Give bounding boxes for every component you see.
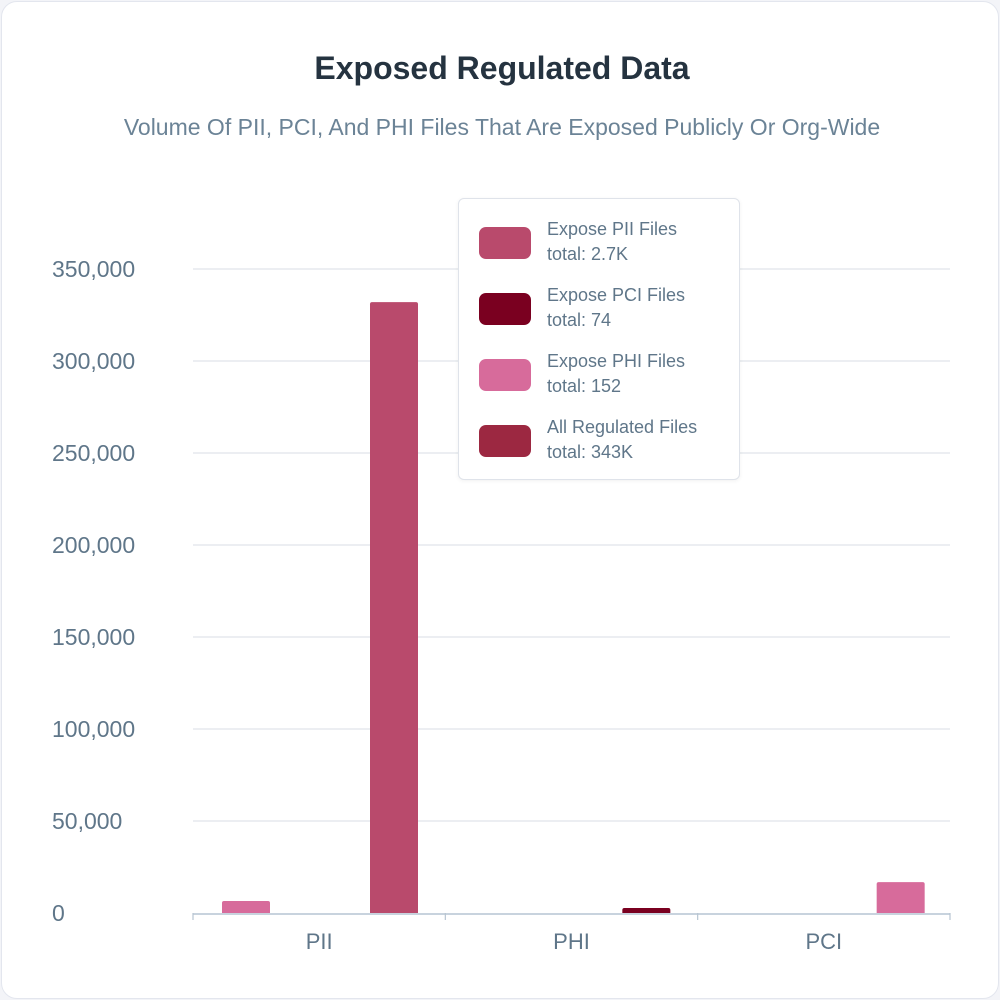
y-tick-label: 100,000: [52, 716, 135, 742]
legend-swatch: [479, 359, 531, 391]
legend: Expose PII Files total: 2.7K Expose PCI …: [458, 198, 740, 480]
x-tick-label: PCI: [805, 929, 842, 954]
legend-total: total: 74: [547, 310, 612, 330]
bar-pii: [222, 901, 270, 913]
bar-phi: [622, 908, 671, 913]
legend-swatch: [479, 425, 531, 457]
y-tick-label: 0: [52, 900, 65, 926]
y-tick-label: 250,000: [52, 440, 135, 466]
x-tick-label: PHI: [553, 929, 590, 954]
y-tick-label: 300,000: [52, 348, 135, 374]
legend-total: total: 152: [547, 376, 622, 396]
y-tick-label: 350,000: [52, 256, 135, 282]
legend-swatch: [479, 227, 531, 259]
legend-label: Expose PII Files: [547, 219, 678, 239]
y-tick-label: 200,000: [52, 532, 135, 558]
legend-label: All Regulated Files: [547, 417, 698, 437]
x-tick-label: PII: [306, 929, 333, 954]
legend-total: total: 343K: [547, 442, 634, 462]
legend-label: Expose PCI Files: [547, 285, 686, 305]
chart-subtitle: Volume Of PII, PCI, And PHI Files That A…: [123, 114, 881, 140]
bar-pii: [370, 302, 418, 913]
y-tick-label: 50,000: [52, 808, 122, 834]
chart-title: Exposed Regulated Data: [314, 50, 690, 86]
y-tick-label: 150,000: [52, 624, 135, 650]
legend-swatch: [479, 293, 531, 325]
legend-total: total: 2.7K: [547, 244, 629, 264]
bar-pci: [876, 882, 925, 913]
legend-label: Expose PHI Files: [547, 351, 686, 371]
